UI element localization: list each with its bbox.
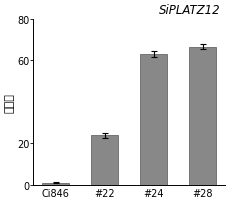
- Y-axis label: 表达量: 表达量: [4, 93, 14, 112]
- Bar: [91, 136, 118, 185]
- Bar: [42, 183, 69, 185]
- Bar: [189, 47, 216, 185]
- Bar: [140, 55, 167, 185]
- Text: SiPLATZ12: SiPLATZ12: [159, 4, 221, 17]
